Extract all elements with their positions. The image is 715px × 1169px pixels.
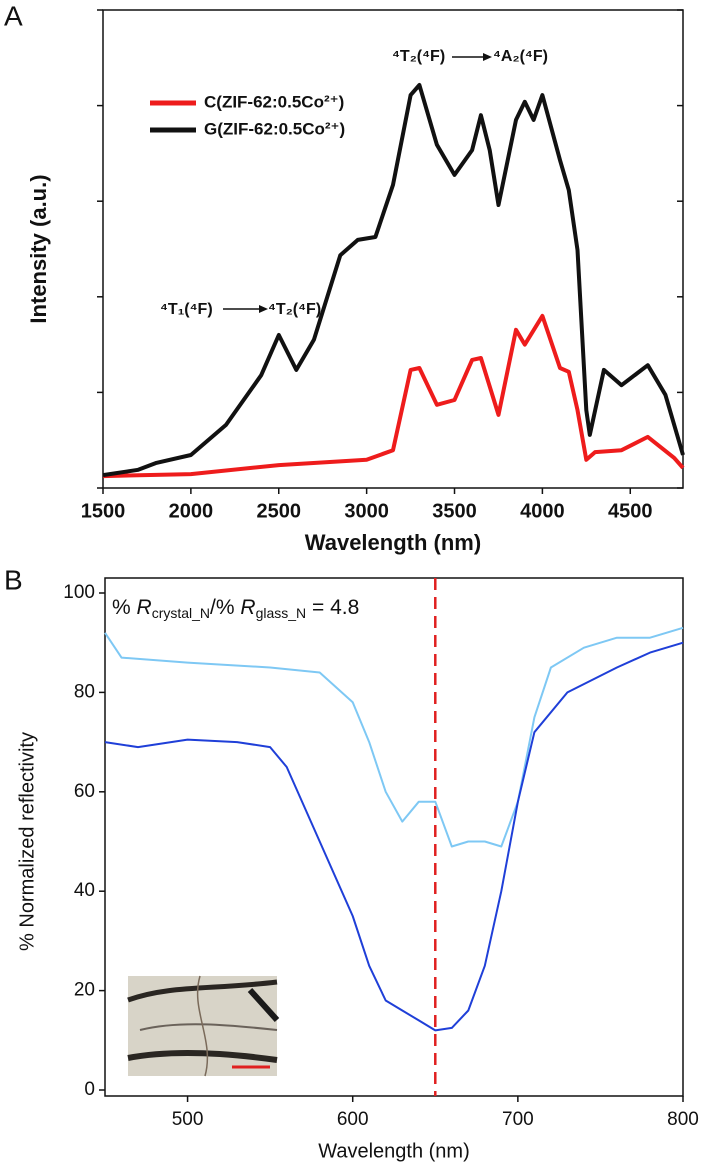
- y-tick-label: 40: [74, 880, 95, 901]
- x-tick-label: 3000: [344, 500, 389, 522]
- x-tick-label: 4000: [520, 500, 565, 522]
- y-tick-label: 60: [74, 781, 95, 802]
- x-tick-label: 800: [667, 1109, 699, 1130]
- x-tick-label: 500: [172, 1109, 204, 1130]
- plot-frame: [102, 9, 684, 489]
- x-tick-label: 1500: [81, 500, 126, 522]
- annotation-part: /%: [210, 596, 240, 619]
- annotation: ⁴T₂(⁴F): [268, 301, 321, 318]
- series-line: [104, 626, 684, 848]
- annotation-part: %: [112, 596, 137, 619]
- x-tick-label: 3500: [432, 500, 477, 522]
- y-tick-label: 20: [74, 980, 95, 1001]
- annotation-part: glass_N: [256, 605, 307, 621]
- arrow-head: [483, 53, 492, 61]
- x-axis-label: Wavelength (nm): [318, 1140, 470, 1162]
- series-line: [102, 83, 685, 478]
- panel-label: B: [4, 564, 23, 595]
- x-axis-label: Wavelength (nm): [305, 530, 481, 555]
- legend-label: G(ZIF-62:0.5Co²⁺): [204, 119, 345, 138]
- y-tick-label: 100: [63, 582, 95, 603]
- y-tick-label: 0: [84, 1079, 95, 1100]
- annotation: ⁴T₂(⁴F): [392, 48, 445, 65]
- annotation-part: R: [240, 596, 255, 619]
- x-tick-label: 700: [502, 1109, 534, 1130]
- annotation: ⁴A₂(⁴F): [493, 48, 548, 65]
- y-axis-label: % Normalized reflectivity: [16, 732, 38, 951]
- annotation-part: crystal_N: [152, 605, 210, 621]
- annotation: % Rcrystal_N/% Rglass_N = 4.8: [112, 596, 359, 621]
- y-tick-label: 80: [74, 681, 95, 702]
- plot-frame: [104, 577, 684, 1097]
- annotation-part: = 4.8: [306, 596, 359, 619]
- y-axis-label: Intensity (a.u.): [26, 174, 51, 323]
- legend-label: C(ZIF-62:0.5Co²⁺): [204, 92, 344, 111]
- series-line: [104, 641, 684, 1032]
- panel-label: A: [4, 0, 23, 31]
- x-tick-label: 2500: [257, 500, 302, 522]
- annotation: ⁴T₁(⁴F): [160, 301, 213, 318]
- x-tick-label: 600: [337, 1109, 369, 1130]
- annotation-part: R: [137, 596, 152, 619]
- x-tick-label: 2000: [169, 500, 214, 522]
- x-tick-label: 4500: [608, 500, 653, 522]
- series-line: [102, 313, 685, 479]
- inset-image: [127, 975, 280, 1077]
- arrow-head: [259, 305, 268, 313]
